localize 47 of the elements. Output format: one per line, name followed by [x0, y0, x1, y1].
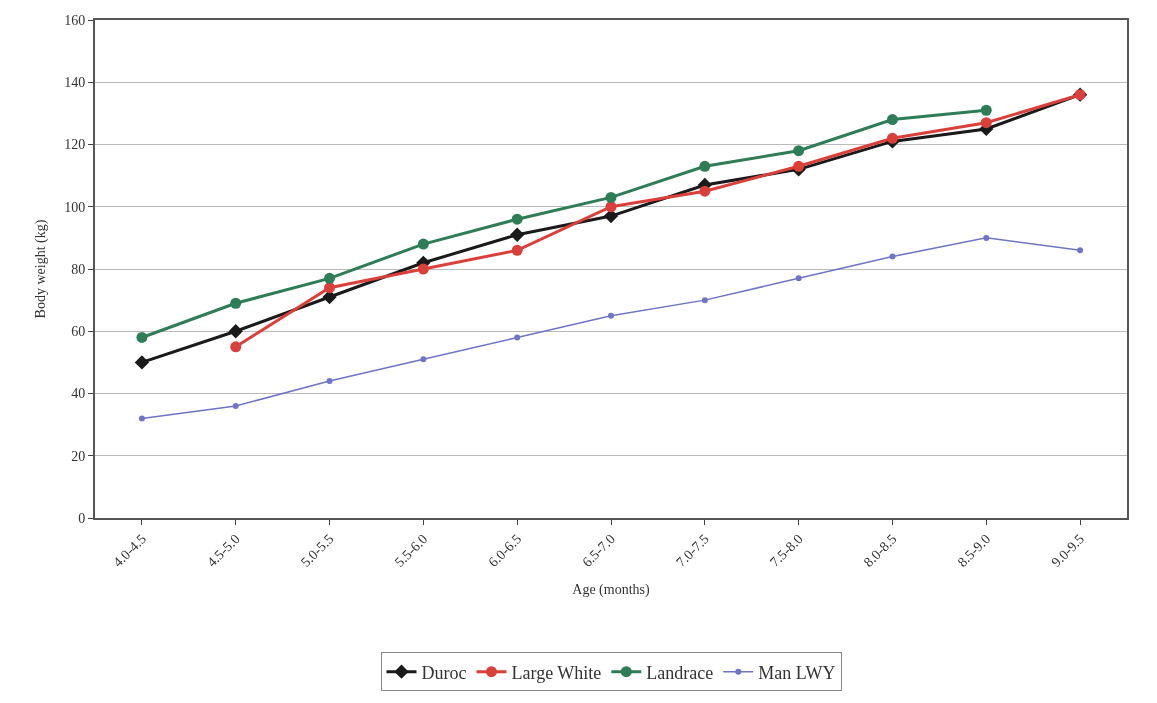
point [228, 324, 243, 339]
point [793, 160, 805, 172]
point [608, 312, 614, 319]
point [980, 104, 992, 116]
y-tick-label: 0 [78, 510, 86, 526]
y-axis-title: Body weight (kg) [33, 219, 50, 319]
point [795, 275, 802, 282]
point [511, 244, 523, 256]
point [889, 253, 896, 260]
point [324, 282, 336, 294]
point [138, 415, 145, 422]
legend-label: Large White [511, 662, 602, 683]
y-tick-label: 60 [71, 324, 86, 340]
point [793, 145, 805, 157]
y-tick-label: 100 [64, 199, 86, 215]
y-tick-label: 20 [71, 448, 86, 464]
point [886, 132, 898, 144]
x-axis-title: Age (months) [572, 581, 651, 598]
point [136, 331, 148, 343]
point [510, 227, 525, 242]
point [230, 297, 242, 309]
point [230, 341, 242, 353]
point [699, 185, 711, 197]
point [417, 263, 429, 275]
legend-label: Duroc [421, 662, 467, 683]
point [326, 378, 333, 385]
y-tick-label: 160 [64, 12, 86, 28]
point [324, 272, 336, 284]
point [511, 213, 523, 225]
y-tick-label: 40 [71, 386, 86, 402]
point [605, 191, 617, 203]
point [420, 356, 427, 363]
point [886, 114, 898, 126]
legend-label: Man LWY [758, 662, 836, 683]
point [134, 355, 150, 370]
point [232, 402, 239, 409]
point [983, 234, 990, 241]
point [417, 238, 429, 250]
y-tick-label: 120 [64, 137, 86, 153]
point [701, 297, 708, 304]
legend-label: Landrace [646, 662, 714, 683]
point [1077, 247, 1084, 254]
y-tick-label: 80 [71, 261, 86, 277]
y-tick-label: 140 [64, 75, 86, 91]
point [699, 160, 711, 172]
point [980, 117, 992, 129]
point [514, 334, 521, 341]
